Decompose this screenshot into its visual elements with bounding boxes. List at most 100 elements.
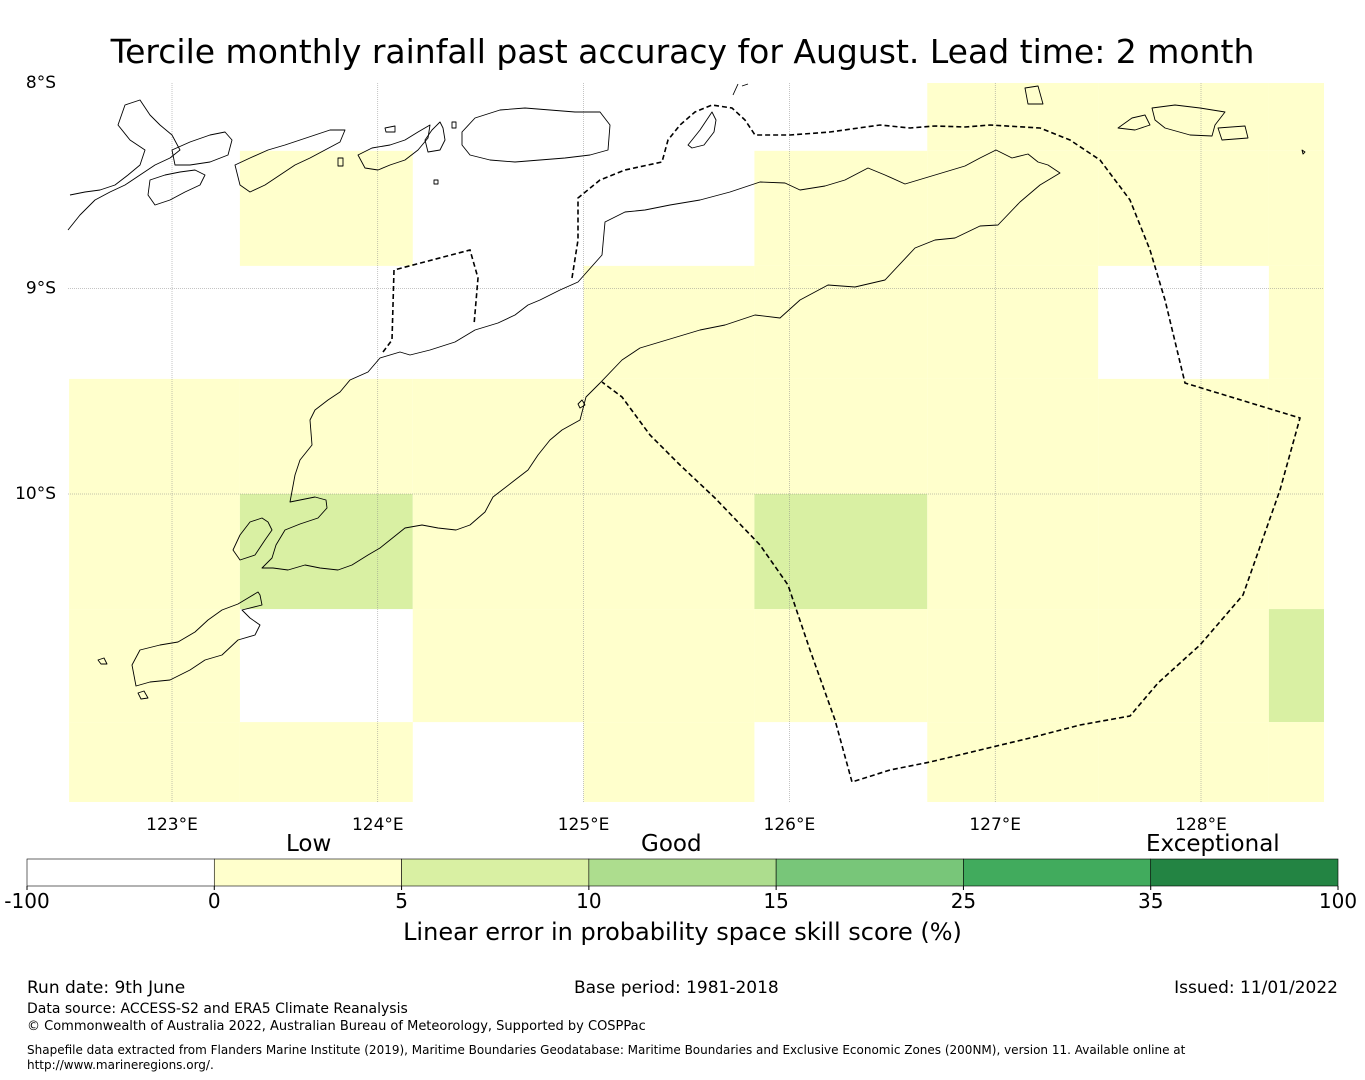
shapefile-credit-line2: http://www.marineregions.org/.: [27, 1058, 214, 1072]
skill-cell: [1098, 83, 1269, 151]
latitude-labels: 8°S 9°S 10°S: [15, 73, 56, 504]
shapefile-credit-line1: Shapefile data extracted from Flanders M…: [27, 1043, 1186, 1057]
latitude-label: 9°S: [26, 279, 56, 299]
timor-island-coastline: [261, 149, 1061, 571]
colorbar-segment: [213, 858, 402, 887]
category-label-exceptional: Exceptional: [1146, 831, 1280, 857]
copyright-notice: © Commonwealth of Australia 2022, Austra…: [27, 1019, 646, 1034]
moa-island-coastline: [1151, 104, 1226, 137]
longitude-labels: 123°E 124°E 125°E 126°E 127°E 128°E: [146, 815, 1227, 835]
colorbar-tick-label: 15: [763, 889, 788, 913]
colorbar-tick-label: 100: [1319, 889, 1357, 913]
small-island-coastline: [732, 83, 749, 96]
colorbar-segment: [775, 858, 964, 887]
category-label-low: Low: [286, 831, 332, 857]
colorbar-tick-label: 10: [576, 889, 601, 913]
skill-cell: [239, 722, 413, 802]
colorbar-title: Linear error in probability space skill …: [403, 918, 962, 946]
pantar-island-coastline: [424, 121, 446, 153]
colorbar-tick-label: 5: [395, 889, 408, 913]
run-date: Run date: 9th June: [27, 978, 186, 998]
colorbar-tick-label: -100: [4, 889, 49, 913]
atauro-island-coastline: [687, 111, 717, 149]
skill-cell: [927, 150, 1099, 266]
skill-cell: [69, 722, 240, 802]
skill-cell: [239, 494, 413, 610]
lembata-island-coastline: [357, 124, 431, 171]
small-island-coastline: [337, 157, 344, 167]
latitude-label: 10°S: [15, 484, 56, 504]
skill-cell: [583, 494, 755, 610]
skill-cell: [927, 83, 1099, 151]
skill-cell: [1268, 83, 1324, 151]
skill-cell: [69, 378, 240, 494]
skill-cell: [1098, 150, 1269, 266]
lakor-island-coastline: [1217, 125, 1249, 141]
gridlines: [68, 83, 1324, 802]
skill-cell: [927, 378, 1099, 494]
longitude-label: 126°E: [764, 815, 816, 835]
alor-island-coastline: [461, 107, 611, 163]
colorbar-tick-label: 0: [208, 889, 221, 913]
skill-cell: [583, 265, 755, 379]
skill-cell: [927, 494, 1099, 610]
skill-cell: [754, 494, 928, 610]
skill-cell: [754, 609, 928, 723]
colorbar-segment: [963, 858, 1152, 887]
oecusse-exclave-coastline: [577, 399, 586, 409]
skill-cell: [1098, 609, 1269, 723]
skill-cell: [69, 609, 240, 723]
skill-cell: [1098, 722, 1269, 802]
skill-cell: [1098, 378, 1269, 494]
skill-cell: [754, 378, 928, 494]
solor-island-coastline: [234, 129, 346, 193]
skill-cell: [1098, 494, 1269, 610]
colorbar-segment: [1150, 858, 1339, 887]
skill-cell: [583, 609, 755, 723]
adonara-island-coastline: [147, 169, 206, 206]
wetar-east-island-coastline: [1024, 85, 1044, 105]
colorbar: -100 0 5 10 15 25 35 100: [4, 858, 1357, 913]
small-island-coastline: [137, 690, 149, 700]
skill-cell: [1268, 722, 1324, 802]
rote-island-coastline: [131, 591, 263, 687]
skill-cell: [583, 722, 755, 802]
skill-cell: [412, 378, 584, 494]
category-label-good: Good: [641, 831, 702, 857]
semau-island-coastline: [232, 517, 273, 561]
skill-cell: [1268, 609, 1324, 723]
skill-cell: [1268, 150, 1324, 266]
data-source: Data source: ACCESS-S2 and ERA5 Climate …: [27, 1001, 408, 1017]
longitude-label: 128°E: [1175, 815, 1227, 835]
longitude-label: 125°E: [558, 815, 610, 835]
small-island-coastline: [384, 125, 396, 133]
small-island-coastline: [433, 179, 439, 185]
skill-cell: [754, 150, 928, 266]
latitude-label: 8°S: [26, 73, 56, 93]
skill-cell: [412, 609, 584, 723]
longitude-label: 127°E: [969, 815, 1021, 835]
coastlines: [67, 83, 1306, 700]
map-title: Tercile monthly rainfall past accuracy f…: [110, 32, 1255, 71]
longitude-label: 124°E: [352, 815, 404, 835]
base-period: Base period: 1981-2018: [574, 978, 779, 998]
skill-cell: [927, 722, 1099, 802]
skill-cell: [69, 494, 240, 610]
colorbar-segment: [26, 858, 215, 887]
ndao-island-coastline: [97, 657, 108, 665]
leti-island-coastline: [1117, 114, 1151, 131]
longitude-label: 123°E: [146, 815, 198, 835]
colorbar-segment: [588, 858, 777, 887]
colorbar-tick-label: 35: [1138, 889, 1163, 913]
small-island-coastline: [1301, 149, 1306, 155]
skill-cell: [1268, 378, 1324, 494]
oecusse-eez-boundary: [382, 249, 479, 353]
skill-cell: [927, 609, 1099, 723]
skill-cell: [1268, 265, 1324, 379]
timor-leste-eez-boundary: [571, 104, 1301, 784]
flores-east-coastline: [67, 99, 181, 231]
skill-cell: [412, 494, 584, 610]
maritime-boundaries: [382, 104, 1301, 784]
skill-grid: [69, 83, 1324, 802]
